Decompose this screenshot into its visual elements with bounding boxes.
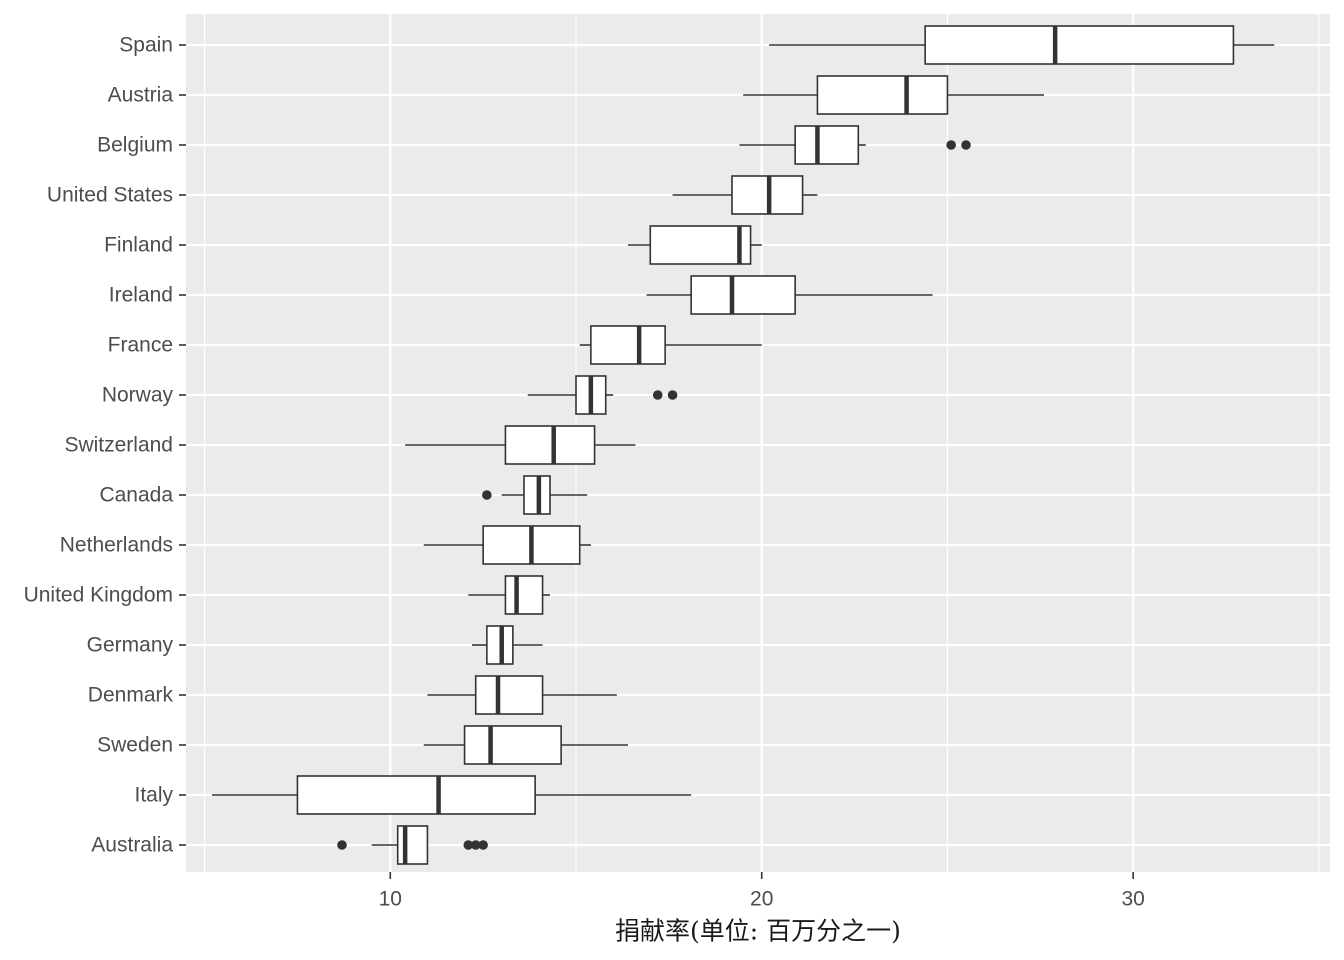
box-austria bbox=[743, 75, 1044, 115]
y-tick-label: Sweden bbox=[97, 734, 173, 757]
y-tick-label: Canada bbox=[99, 484, 173, 507]
outlier-point bbox=[667, 390, 678, 400]
y-tick-label: Norway bbox=[102, 384, 174, 407]
box-france bbox=[579, 325, 762, 365]
box-iqr bbox=[296, 775, 536, 815]
y-tick-label: Spain bbox=[119, 34, 173, 57]
box-ireland bbox=[646, 275, 933, 315]
x-tick-label: 20 bbox=[750, 888, 773, 911]
y-tick-label: United Kingdom bbox=[24, 584, 173, 607]
y-tick-label: Austria bbox=[108, 84, 174, 107]
box-belgium bbox=[739, 125, 971, 165]
box-denmark bbox=[427, 675, 617, 715]
minor-gridlines bbox=[204, 14, 1320, 872]
outlier-point bbox=[482, 490, 492, 500]
box-united-states bbox=[672, 175, 818, 215]
y-tick-label: Denmark bbox=[88, 684, 174, 707]
outlier-point bbox=[463, 840, 474, 850]
box-italy bbox=[212, 775, 692, 815]
box-germany bbox=[472, 625, 543, 665]
x-axis: 10 20 30 bbox=[379, 872, 1145, 911]
outlier-point bbox=[478, 840, 488, 850]
box-switzerland bbox=[405, 425, 636, 465]
box-iqr bbox=[396, 825, 429, 865]
y-tick-label: Switzerland bbox=[64, 434, 173, 457]
box-iqr bbox=[474, 675, 544, 715]
outlier-point bbox=[652, 390, 663, 400]
y-tick-label: Italy bbox=[134, 784, 173, 807]
box-iqr bbox=[463, 725, 562, 765]
y-tick-label: Australia bbox=[91, 834, 173, 857]
x-tick-label: 10 bbox=[379, 888, 402, 911]
box-iqr bbox=[504, 425, 596, 465]
outlier-point bbox=[470, 840, 481, 850]
y-tick-label: Belgium bbox=[97, 134, 173, 157]
box-iqr bbox=[590, 325, 666, 365]
outlier-point bbox=[946, 140, 956, 150]
box-canada bbox=[482, 475, 588, 515]
box-iqr bbox=[794, 125, 860, 165]
plot-panel bbox=[186, 14, 1330, 872]
box-netherlands bbox=[423, 525, 591, 565]
y-tick-label: France bbox=[108, 334, 173, 357]
box-spain bbox=[769, 25, 1275, 65]
outlier-point bbox=[337, 840, 347, 850]
y-tick-label: Ireland bbox=[109, 284, 173, 307]
x-tick-label: 30 bbox=[1121, 888, 1144, 911]
box-iqr bbox=[504, 575, 544, 615]
y-tick-label: Germany bbox=[87, 634, 174, 657]
box-sweden bbox=[423, 725, 628, 765]
outlier-point bbox=[961, 140, 971, 150]
y-axis: Spain Austria Belgium United States Finland I… bbox=[24, 34, 186, 857]
box-iqr bbox=[924, 25, 1235, 65]
box-iqr bbox=[816, 75, 949, 115]
box-iqr bbox=[649, 225, 752, 265]
y-tick-label: Netherlands bbox=[60, 534, 173, 557]
boxes bbox=[212, 25, 1275, 865]
box-finland bbox=[628, 225, 762, 265]
box-norway bbox=[527, 375, 678, 415]
x-axis-title: 捐献率(单位: 百万分之一) bbox=[615, 917, 901, 946]
box-iqr bbox=[690, 275, 796, 315]
y-tick-label: United States bbox=[47, 184, 173, 207]
box-united-kingdom bbox=[468, 575, 550, 615]
box-australia bbox=[337, 825, 488, 865]
y-tick-label: Finland bbox=[104, 234, 173, 257]
